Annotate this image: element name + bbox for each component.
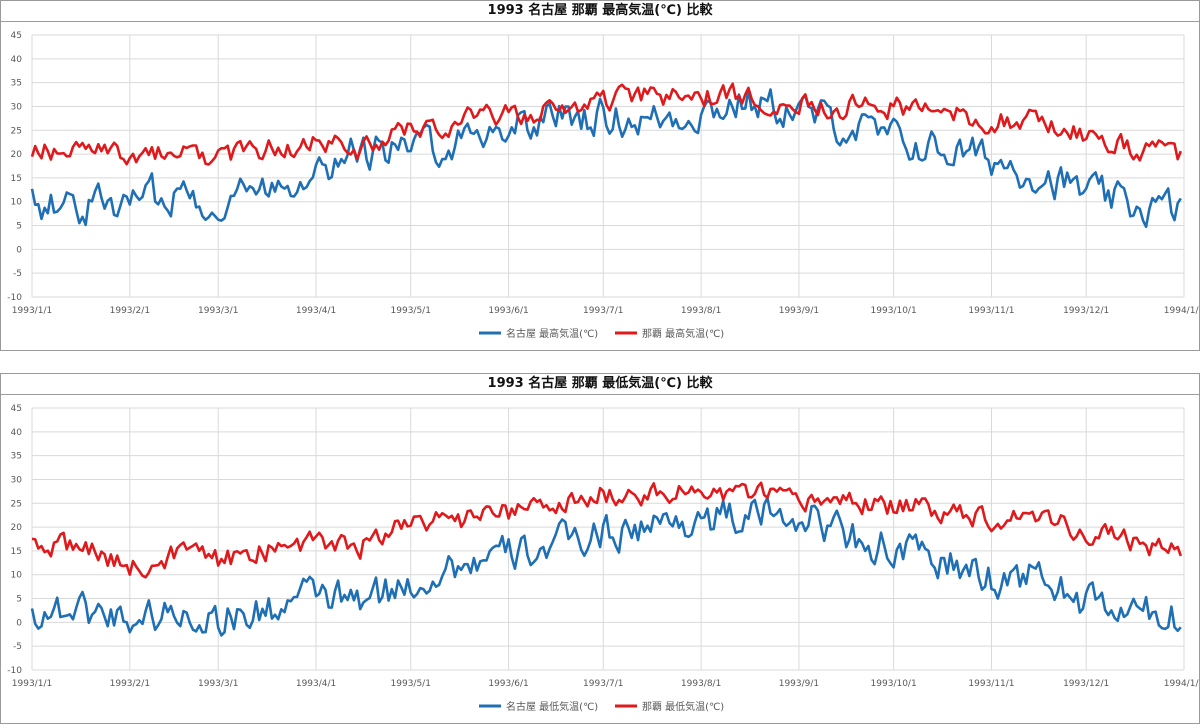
y-tick-label: 35 — [11, 79, 22, 89]
y-tick-label: 30 — [11, 102, 23, 112]
x-tick-label: 1993/6/1 — [488, 306, 528, 316]
series-line-1 — [31, 481, 1183, 579]
y-tick-label: 15 — [11, 547, 22, 557]
y-tick-label: -10 — [7, 293, 22, 303]
y-tick-label: 40 — [11, 55, 23, 65]
x-tick-label: 1993/3/1 — [198, 679, 238, 689]
y-tick-label: -5 — [13, 642, 22, 652]
x-tick-label: 1993/5/1 — [391, 679, 431, 689]
y-tick-label: 40 — [11, 428, 23, 438]
x-tick-label: 1993/4/1 — [296, 679, 336, 689]
legend-label: 那覇 最低気温(℃) — [642, 700, 724, 713]
legend-label: 那覇 最高気温(℃) — [642, 327, 724, 340]
x-tick-label: 1993/9/1 — [779, 679, 819, 689]
y-tick-label: 25 — [11, 499, 22, 509]
y-tick-label: -10 — [7, 666, 22, 676]
y-tick-label: 15 — [11, 174, 22, 184]
x-tick-label: 1993/6/1 — [488, 679, 528, 689]
y-tick-label: 10 — [11, 198, 23, 208]
x-tick-label: 1993/2/1 — [110, 679, 150, 689]
x-tick-label: 1993/7/1 — [583, 306, 623, 316]
x-tick-label: 1994/1/1 — [1164, 306, 1199, 316]
legend-label: 名古屋 最高気温(℃) — [506, 327, 598, 340]
x-tick-label: 1993/11/1 — [968, 679, 1014, 689]
y-tick-label: 0 — [16, 618, 22, 628]
y-tick-label: 35 — [11, 452, 22, 462]
y-tick-label: 45 — [11, 31, 22, 41]
x-tick-label: 1993/2/1 — [110, 306, 150, 316]
x-tick-label: 1994/1/1 — [1164, 679, 1199, 689]
y-tick-label: 25 — [11, 126, 22, 136]
y-tick-label: -5 — [13, 269, 22, 279]
x-tick-label: 1993/5/1 — [391, 306, 431, 316]
x-tick-label: 1993/8/1 — [681, 679, 721, 689]
x-tick-label: 1993/12/1 — [1063, 679, 1109, 689]
y-tick-label: 30 — [11, 475, 23, 485]
chart-title: 1993 名古屋 那覇 最低気温(℃) 比較 — [1, 374, 1199, 395]
y-tick-label: 45 — [11, 404, 22, 414]
y-tick-label: 0 — [16, 245, 22, 255]
x-tick-label: 1993/12/1 — [1063, 306, 1109, 316]
x-tick-label: 1993/8/1 — [681, 306, 721, 316]
x-tick-label: 1993/3/1 — [198, 306, 238, 316]
x-tick-label: 1993/10/1 — [871, 306, 917, 316]
x-tick-label: 1993/1/1 — [12, 306, 52, 316]
x-tick-label: 1993/7/1 — [583, 679, 623, 689]
y-tick-label: 5 — [16, 222, 22, 232]
x-tick-label: 1993/11/1 — [968, 306, 1014, 316]
y-tick-label: 5 — [16, 595, 22, 605]
y-tick-label: 20 — [11, 523, 23, 533]
x-tick-label: 1993/1/1 — [12, 679, 52, 689]
chart-title: 1993 名古屋 那覇 最高気温(℃) 比較 — [1, 1, 1199, 22]
chart-plot-min: -10 -5 0 5 10 15 20 25 30 35 40 45 1993/1/1 1993/2/1 1… — [7, 404, 1199, 713]
series-line-1 — [30, 82, 1183, 166]
x-tick-label: 1993/4/1 — [296, 306, 336, 316]
y-tick-label: 10 — [11, 571, 23, 581]
x-tick-label: 1993/9/1 — [779, 306, 819, 316]
legend-label: 名古屋 最低気温(℃) — [506, 700, 598, 713]
series-line-0 — [30, 88, 1182, 229]
x-tick-label: 1993/10/1 — [871, 679, 917, 689]
chart-panel-min: 1993 名古屋 那覇 最低気温(℃) 比較 -10 -5 0 5 10 15 20 25 30… — [0, 373, 1200, 724]
chart-panel-max: 1993 名古屋 那覇 最高気温(℃) 比較 -10 -5 0 5 10 15 20 25 30… — [0, 0, 1200, 351]
y-tick-label: 20 — [11, 150, 23, 160]
series-line-0 — [30, 496, 1182, 637]
chart-plot-max: -10 -5 0 5 10 15 20 25 30 35 40 45 1993/1/1 1993/2/1 1… — [7, 31, 1199, 340]
